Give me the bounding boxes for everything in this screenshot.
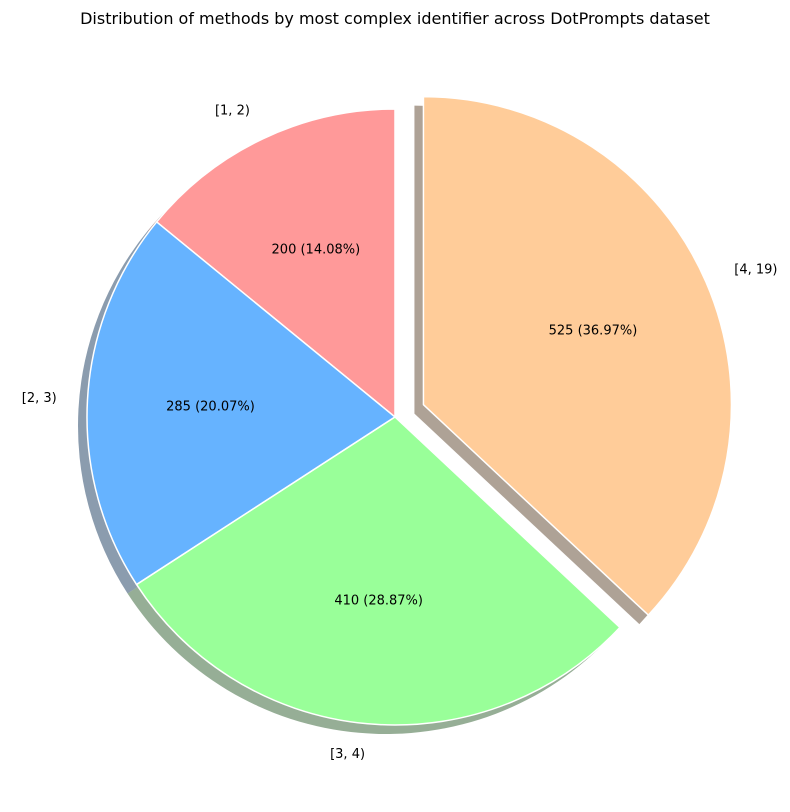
pie-slice-2-3	[86, 221, 396, 586]
value-labels: 200 (14.08%) 285 (20.07%) 410 (28.87%) 525 …	[166, 242, 637, 608]
category-label-3-4: [3, 4)	[330, 747, 365, 762]
category-label-4-19: [4, 19)	[734, 262, 777, 277]
pie-slice-3-4	[135, 416, 621, 726]
pie-slices	[86, 95, 733, 726]
chart-title: Distribution of methods by most complex …	[80, 9, 710, 28]
category-labels: [1, 2) [2, 3) [3, 4) [4, 19)	[22, 103, 778, 762]
category-label-1-2: [1, 2)	[215, 103, 250, 118]
value-label-1-2: 200 (14.08%)	[272, 242, 361, 257]
category-label-2-3: [2, 3)	[22, 391, 57, 406]
value-label-2-3: 285 (20.07%)	[166, 399, 255, 414]
pie-slice-4-19	[422, 95, 733, 616]
value-label-4-19: 525 (36.97%)	[549, 324, 638, 339]
value-label-3-4: 410 (28.87%)	[334, 594, 423, 609]
pie-slice-1-2	[155, 108, 396, 418]
